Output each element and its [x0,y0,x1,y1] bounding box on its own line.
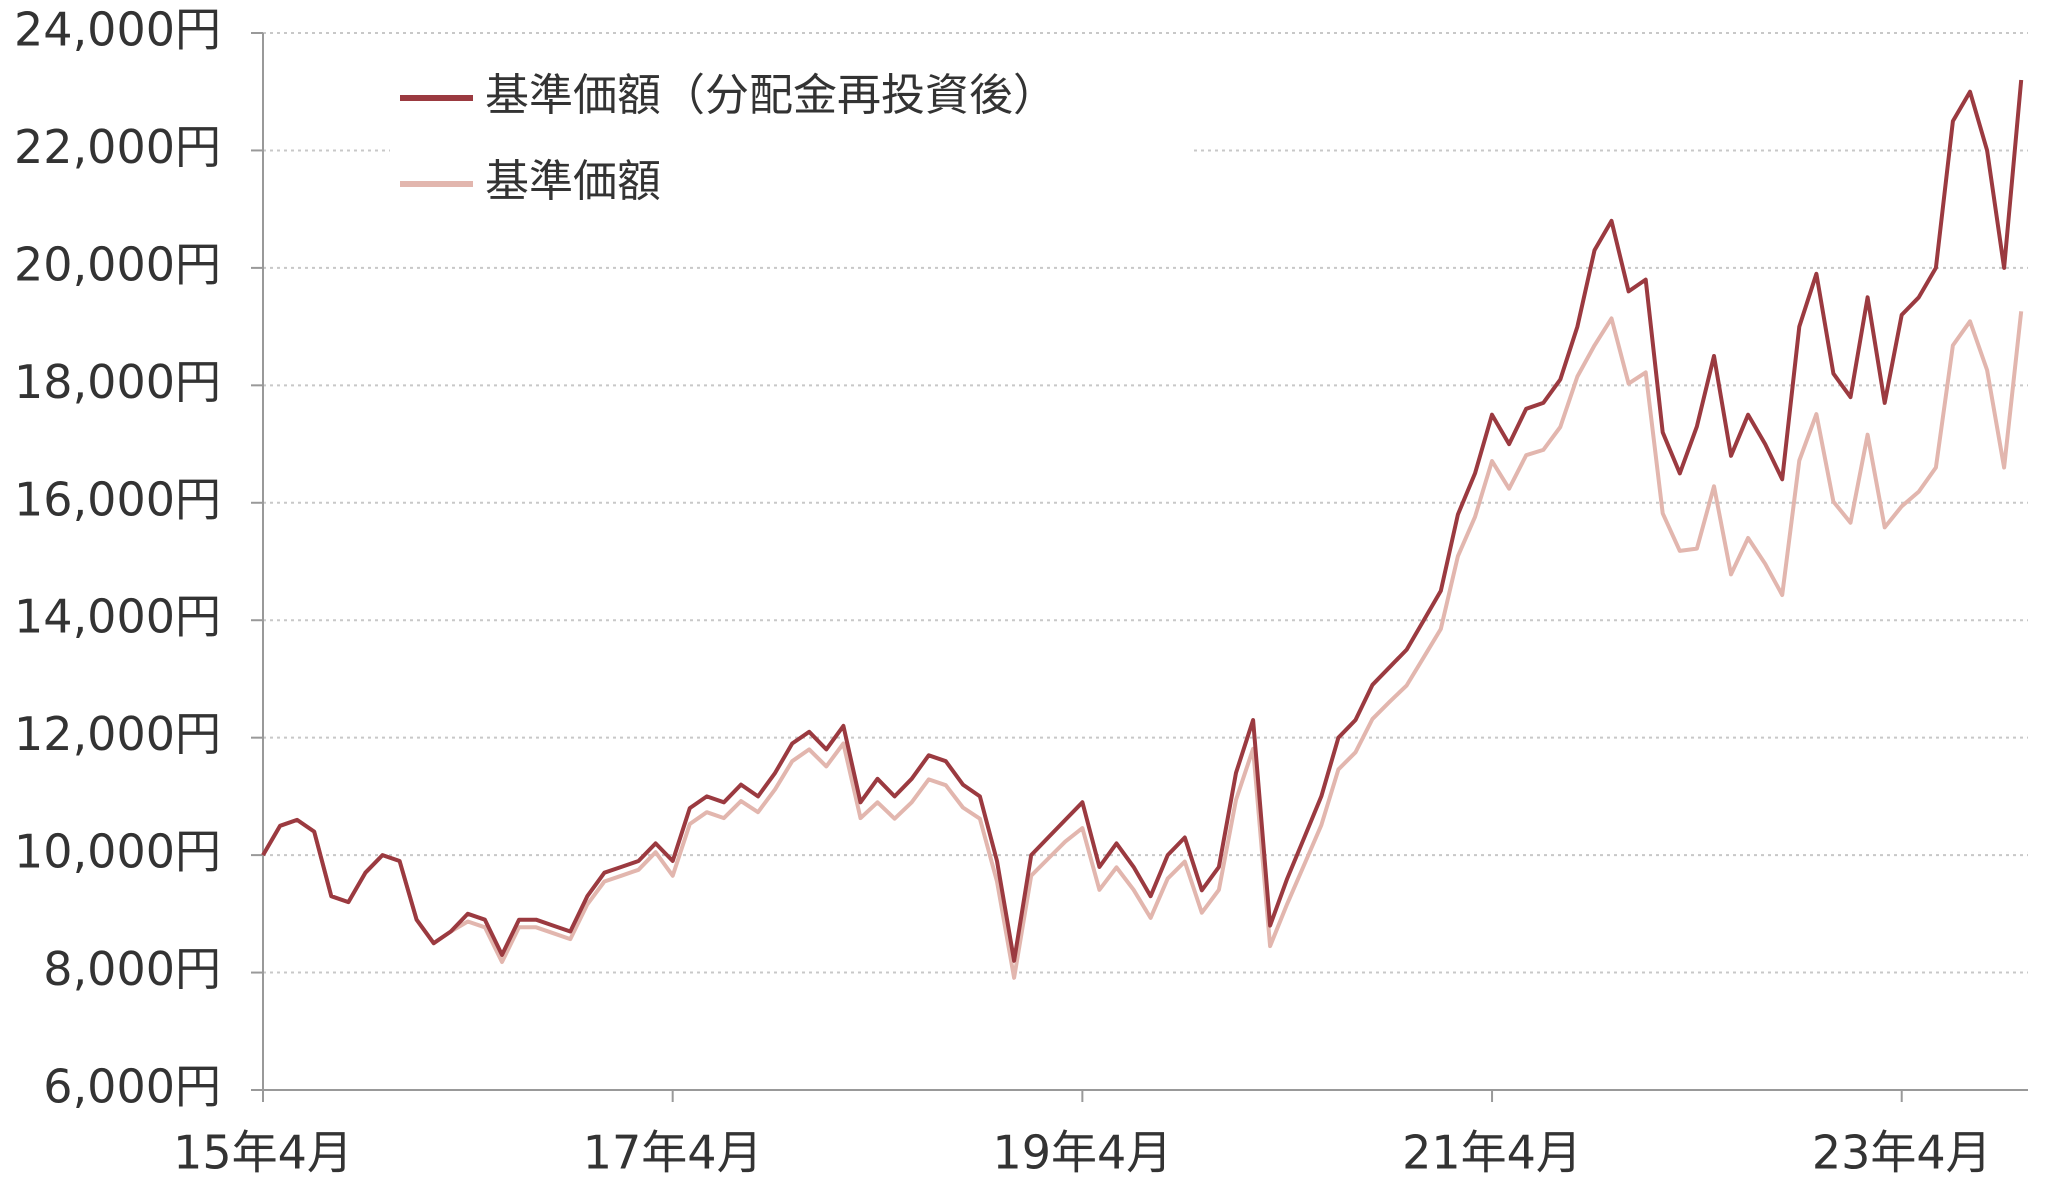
y-tick-label: 24,000円 [14,3,221,57]
y-tick-label: 20,000円 [14,237,221,291]
y-tick-label: 14,000円 [14,590,221,644]
y-tick-label: 8,000円 [43,942,221,996]
y-tick-label: 16,000円 [14,472,221,526]
y-tick-label: 12,000円 [14,707,221,761]
x-tick-label: 21年4月 [1402,1126,1582,1180]
x-tick-label: 17年4月 [583,1126,763,1180]
x-tick-label: 23年4月 [1812,1126,1992,1180]
series-line [261,311,2024,980]
legend-label: 基準価額 [485,156,661,207]
y-tick-label: 18,000円 [14,355,221,409]
y-tick-label: 10,000円 [14,825,221,879]
legend-label: 基準価額（分配金再投資後） [485,70,1057,121]
x-tick-label: 15年4月 [173,1126,353,1180]
x-tick-label: 19年4月 [992,1126,1172,1180]
y-tick-label: 22,000円 [14,120,221,174]
series-line [261,79,2024,963]
y-tick-label: 6,000円 [43,1060,221,1114]
legend-background [390,58,1190,224]
